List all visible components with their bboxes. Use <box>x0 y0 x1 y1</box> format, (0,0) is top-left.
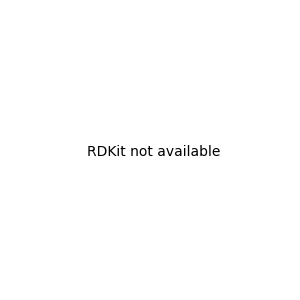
Text: RDKit not available: RDKit not available <box>87 145 220 158</box>
